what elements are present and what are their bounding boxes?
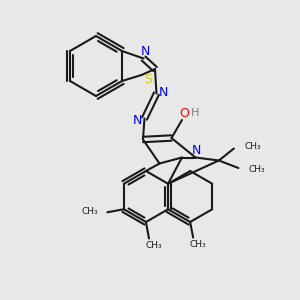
Text: CH₃: CH₃ — [189, 240, 206, 249]
Text: CH₃: CH₃ — [244, 142, 261, 151]
Text: CH₃: CH₃ — [249, 165, 266, 174]
Text: N: N — [140, 45, 150, 58]
Text: S: S — [144, 73, 152, 86]
Text: N: N — [133, 113, 142, 127]
Text: H: H — [191, 108, 200, 118]
Text: N: N — [191, 144, 201, 158]
Text: N: N — [158, 85, 168, 99]
Text: O: O — [179, 107, 189, 120]
Text: CH₃: CH₃ — [81, 207, 98, 216]
Text: CH₃: CH₃ — [145, 241, 162, 250]
